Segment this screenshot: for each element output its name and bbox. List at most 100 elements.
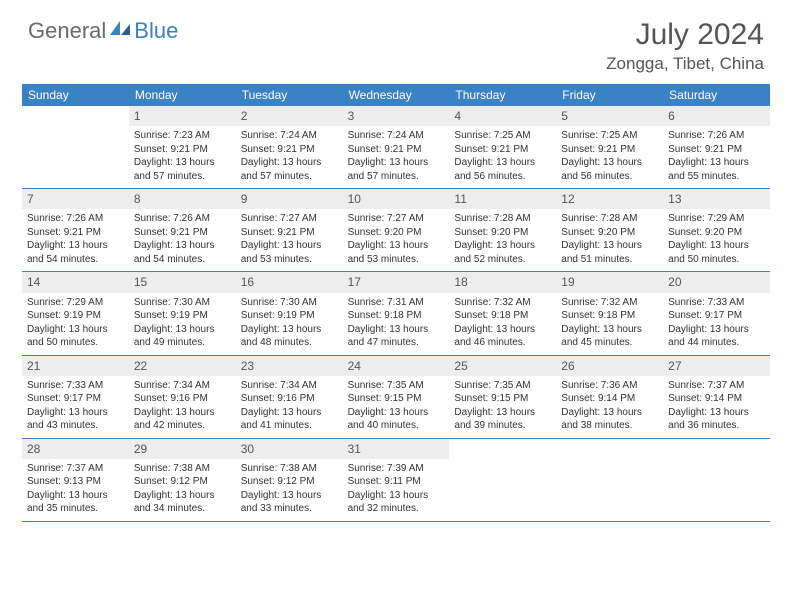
weekday-header: Wednesday bbox=[343, 84, 450, 106]
day-cell: 25Sunrise: 7:35 AMSunset: 9:15 PMDayligh… bbox=[449, 356, 556, 438]
weekday-header: Monday bbox=[129, 84, 236, 106]
day-number: 10 bbox=[343, 189, 450, 209]
day-number: 28 bbox=[22, 439, 129, 459]
empty-cell bbox=[449, 439, 556, 521]
weekday-header: Friday bbox=[556, 84, 663, 106]
day-cell: 10Sunrise: 7:27 AMSunset: 9:20 PMDayligh… bbox=[343, 189, 450, 271]
empty-cell bbox=[663, 439, 770, 521]
day-details: Sunrise: 7:38 AMSunset: 9:12 PMDaylight:… bbox=[236, 459, 343, 521]
day-details: Sunrise: 7:24 AMSunset: 9:21 PMDaylight:… bbox=[236, 126, 343, 188]
day-details: Sunrise: 7:30 AMSunset: 9:19 PMDaylight:… bbox=[236, 293, 343, 355]
day-cell: 8Sunrise: 7:26 AMSunset: 9:21 PMDaylight… bbox=[129, 189, 236, 271]
day-cell: 13Sunrise: 7:29 AMSunset: 9:20 PMDayligh… bbox=[663, 189, 770, 271]
day-details: Sunrise: 7:29 AMSunset: 9:20 PMDaylight:… bbox=[663, 209, 770, 271]
day-details: Sunrise: 7:32 AMSunset: 9:18 PMDaylight:… bbox=[556, 293, 663, 355]
empty-cell bbox=[556, 439, 663, 521]
day-details: Sunrise: 7:37 AMSunset: 9:14 PMDaylight:… bbox=[663, 376, 770, 438]
day-number: 29 bbox=[129, 439, 236, 459]
logo-text-blue: Blue bbox=[134, 18, 178, 44]
day-details: Sunrise: 7:33 AMSunset: 9:17 PMDaylight:… bbox=[22, 376, 129, 438]
day-number: 20 bbox=[663, 272, 770, 292]
logo-sail-icon bbox=[110, 21, 132, 37]
day-cell: 17Sunrise: 7:31 AMSunset: 9:18 PMDayligh… bbox=[343, 272, 450, 354]
day-cell: 24Sunrise: 7:35 AMSunset: 9:15 PMDayligh… bbox=[343, 356, 450, 438]
day-details: Sunrise: 7:26 AMSunset: 9:21 PMDaylight:… bbox=[22, 209, 129, 271]
day-details: Sunrise: 7:25 AMSunset: 9:21 PMDaylight:… bbox=[449, 126, 556, 188]
week-row: 1Sunrise: 7:23 AMSunset: 9:21 PMDaylight… bbox=[22, 106, 770, 189]
month-title: July 2024 bbox=[606, 18, 764, 52]
weekday-header: Tuesday bbox=[236, 84, 343, 106]
day-number: 1 bbox=[129, 106, 236, 126]
week-row: 21Sunrise: 7:33 AMSunset: 9:17 PMDayligh… bbox=[22, 356, 770, 439]
day-cell: 22Sunrise: 7:34 AMSunset: 9:16 PMDayligh… bbox=[129, 356, 236, 438]
day-cell: 16Sunrise: 7:30 AMSunset: 9:19 PMDayligh… bbox=[236, 272, 343, 354]
day-details: Sunrise: 7:36 AMSunset: 9:14 PMDaylight:… bbox=[556, 376, 663, 438]
header: General Blue July 2024 Zongga, Tibet, Ch… bbox=[0, 0, 792, 80]
day-cell: 7Sunrise: 7:26 AMSunset: 9:21 PMDaylight… bbox=[22, 189, 129, 271]
location: Zongga, Tibet, China bbox=[606, 54, 764, 74]
day-details: Sunrise: 7:28 AMSunset: 9:20 PMDaylight:… bbox=[556, 209, 663, 271]
week-row: 7Sunrise: 7:26 AMSunset: 9:21 PMDaylight… bbox=[22, 189, 770, 272]
day-details: Sunrise: 7:27 AMSunset: 9:21 PMDaylight:… bbox=[236, 209, 343, 271]
day-number: 5 bbox=[556, 106, 663, 126]
day-number: 23 bbox=[236, 356, 343, 376]
day-cell: 18Sunrise: 7:32 AMSunset: 9:18 PMDayligh… bbox=[449, 272, 556, 354]
day-number: 26 bbox=[556, 356, 663, 376]
day-cell: 12Sunrise: 7:28 AMSunset: 9:20 PMDayligh… bbox=[556, 189, 663, 271]
day-number: 12 bbox=[556, 189, 663, 209]
day-cell: 5Sunrise: 7:25 AMSunset: 9:21 PMDaylight… bbox=[556, 106, 663, 188]
day-number: 7 bbox=[22, 189, 129, 209]
weekday-header: Sunday bbox=[22, 84, 129, 106]
day-details: Sunrise: 7:39 AMSunset: 9:11 PMDaylight:… bbox=[343, 459, 450, 521]
day-details: Sunrise: 7:27 AMSunset: 9:20 PMDaylight:… bbox=[343, 209, 450, 271]
day-details: Sunrise: 7:33 AMSunset: 9:17 PMDaylight:… bbox=[663, 293, 770, 355]
day-number: 18 bbox=[449, 272, 556, 292]
day-cell: 4Sunrise: 7:25 AMSunset: 9:21 PMDaylight… bbox=[449, 106, 556, 188]
day-cell: 3Sunrise: 7:24 AMSunset: 9:21 PMDaylight… bbox=[343, 106, 450, 188]
day-number: 16 bbox=[236, 272, 343, 292]
day-number: 22 bbox=[129, 356, 236, 376]
day-details: Sunrise: 7:29 AMSunset: 9:19 PMDaylight:… bbox=[22, 293, 129, 355]
day-cell: 29Sunrise: 7:38 AMSunset: 9:12 PMDayligh… bbox=[129, 439, 236, 521]
day-number: 30 bbox=[236, 439, 343, 459]
day-number: 9 bbox=[236, 189, 343, 209]
day-cell: 30Sunrise: 7:38 AMSunset: 9:12 PMDayligh… bbox=[236, 439, 343, 521]
weekday-headers: SundayMondayTuesdayWednesdayThursdayFrid… bbox=[22, 84, 770, 106]
day-details: Sunrise: 7:25 AMSunset: 9:21 PMDaylight:… bbox=[556, 126, 663, 188]
weekday-header: Thursday bbox=[449, 84, 556, 106]
day-details: Sunrise: 7:35 AMSunset: 9:15 PMDaylight:… bbox=[449, 376, 556, 438]
day-details: Sunrise: 7:31 AMSunset: 9:18 PMDaylight:… bbox=[343, 293, 450, 355]
day-cell: 26Sunrise: 7:36 AMSunset: 9:14 PMDayligh… bbox=[556, 356, 663, 438]
day-number: 3 bbox=[343, 106, 450, 126]
day-number: 27 bbox=[663, 356, 770, 376]
day-cell: 11Sunrise: 7:28 AMSunset: 9:20 PMDayligh… bbox=[449, 189, 556, 271]
day-cell: 6Sunrise: 7:26 AMSunset: 9:21 PMDaylight… bbox=[663, 106, 770, 188]
day-details: Sunrise: 7:37 AMSunset: 9:13 PMDaylight:… bbox=[22, 459, 129, 521]
day-number: 21 bbox=[22, 356, 129, 376]
day-number: 4 bbox=[449, 106, 556, 126]
logo-text-general: General bbox=[28, 18, 106, 44]
day-number: 2 bbox=[236, 106, 343, 126]
day-cell: 14Sunrise: 7:29 AMSunset: 9:19 PMDayligh… bbox=[22, 272, 129, 354]
day-cell: 28Sunrise: 7:37 AMSunset: 9:13 PMDayligh… bbox=[22, 439, 129, 521]
day-number: 15 bbox=[129, 272, 236, 292]
day-number: 11 bbox=[449, 189, 556, 209]
day-number: 13 bbox=[663, 189, 770, 209]
weeks-grid: 1Sunrise: 7:23 AMSunset: 9:21 PMDaylight… bbox=[22, 106, 770, 522]
day-details: Sunrise: 7:35 AMSunset: 9:15 PMDaylight:… bbox=[343, 376, 450, 438]
day-number: 14 bbox=[22, 272, 129, 292]
empty-cell bbox=[22, 106, 129, 188]
day-cell: 23Sunrise: 7:34 AMSunset: 9:16 PMDayligh… bbox=[236, 356, 343, 438]
week-row: 28Sunrise: 7:37 AMSunset: 9:13 PMDayligh… bbox=[22, 439, 770, 522]
day-number: 6 bbox=[663, 106, 770, 126]
title-block: July 2024 Zongga, Tibet, China bbox=[606, 18, 764, 74]
day-cell: 20Sunrise: 7:33 AMSunset: 9:17 PMDayligh… bbox=[663, 272, 770, 354]
day-cell: 19Sunrise: 7:32 AMSunset: 9:18 PMDayligh… bbox=[556, 272, 663, 354]
day-details: Sunrise: 7:26 AMSunset: 9:21 PMDaylight:… bbox=[663, 126, 770, 188]
day-cell: 15Sunrise: 7:30 AMSunset: 9:19 PMDayligh… bbox=[129, 272, 236, 354]
day-details: Sunrise: 7:34 AMSunset: 9:16 PMDaylight:… bbox=[129, 376, 236, 438]
day-number: 17 bbox=[343, 272, 450, 292]
day-number: 31 bbox=[343, 439, 450, 459]
day-details: Sunrise: 7:30 AMSunset: 9:19 PMDaylight:… bbox=[129, 293, 236, 355]
day-details: Sunrise: 7:28 AMSunset: 9:20 PMDaylight:… bbox=[449, 209, 556, 271]
